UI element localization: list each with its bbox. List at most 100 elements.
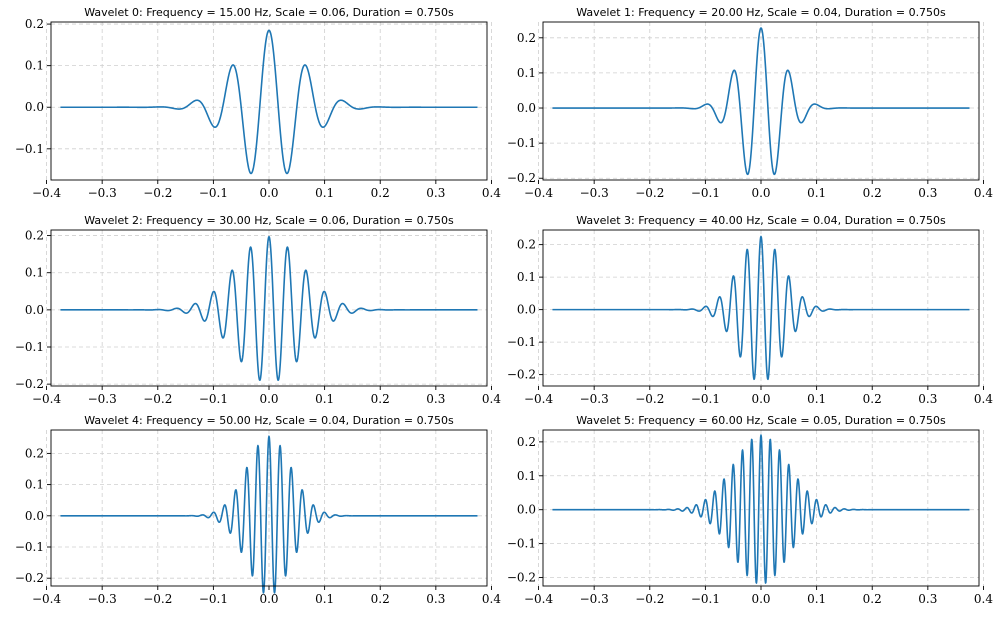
x-tick-label: 0.2 bbox=[863, 392, 882, 406]
y-tick-label: −0.2 bbox=[507, 368, 536, 382]
y-tick-label: 0.0 bbox=[25, 509, 44, 523]
y-tick-label: 0.2 bbox=[517, 31, 536, 45]
x-tick-label: −0.4 bbox=[524, 392, 554, 406]
y-tick-label: 0.2 bbox=[517, 435, 536, 449]
x-tick-label: −0.2 bbox=[635, 392, 664, 406]
y-tick-label: 0.1 bbox=[25, 266, 44, 280]
y-tick-label: −0.2 bbox=[507, 571, 536, 585]
y-tick-label: −0.1 bbox=[507, 537, 536, 551]
y-tick-label: 0.0 bbox=[25, 303, 44, 317]
wavelet-series-line bbox=[59, 29, 479, 175]
y-tick-label: −0.1 bbox=[507, 335, 536, 349]
x-tick-label: 0.0 bbox=[751, 592, 770, 606]
wavelet-series-line bbox=[551, 434, 971, 584]
subplot-4: −0.4 −0.3 −0.2 −0.1 0.0 0.1 0.2 0.3 0.4 −0.2 −0.1 0… bbox=[15, 414, 501, 606]
x-tick-label: 0.0 bbox=[751, 186, 770, 200]
x-tick-label: 0.0 bbox=[259, 186, 278, 200]
x-tick-label: 0.3 bbox=[918, 186, 937, 200]
y-tick-label: 0.1 bbox=[517, 469, 536, 483]
y-tick-label: 0.0 bbox=[517, 101, 536, 115]
x-tick-label: 0.3 bbox=[918, 392, 937, 406]
x-tick-label: 0.2 bbox=[371, 392, 390, 406]
x-tick-label: −0.4 bbox=[524, 186, 554, 200]
x-tick-label: 0.1 bbox=[807, 392, 826, 406]
y-tick-label: −0.1 bbox=[507, 136, 536, 150]
x-tick-label: −0.4 bbox=[524, 592, 554, 606]
x-tick-label: 0.4 bbox=[482, 592, 501, 606]
subplot-1: −0.4 −0.3 −0.2 −0.1 0.0 0.1 0.2 0.3 0.4 −0.2 −0.1 0… bbox=[507, 6, 993, 200]
x-tick-label: −0.3 bbox=[580, 592, 609, 606]
subplot-title: Wavelet 0: Frequency = 15.00 Hz, Scale =… bbox=[84, 6, 454, 19]
x-tick-label: 0.0 bbox=[751, 392, 770, 406]
x-tick-label: 0.3 bbox=[426, 392, 445, 406]
x-tick-label: −0.2 bbox=[143, 186, 172, 200]
wavelet-series-line bbox=[551, 27, 971, 176]
x-tick-label: 0.4 bbox=[974, 186, 993, 200]
x-tick-label: −0.4 bbox=[32, 186, 62, 200]
x-tick-label: 0.4 bbox=[974, 592, 993, 606]
x-tick-label: −0.1 bbox=[691, 186, 720, 200]
x-tick-label: −0.2 bbox=[143, 392, 172, 406]
x-tick-label: 0.1 bbox=[315, 186, 334, 200]
x-tick-label: 0.4 bbox=[482, 392, 501, 406]
y-tick-label: 0.0 bbox=[517, 303, 536, 317]
subplot-2: −0.4 −0.3 −0.2 −0.1 0.0 0.1 0.2 0.3 0.4 −0.2 −0.1 0… bbox=[15, 214, 501, 406]
subplot-0: −0.4 −0.3 −0.2 −0.1 0.0 0.1 0.2 0.3 0.4 −0.1 0.0 0.… bbox=[15, 6, 501, 200]
x-tick-label: −0.3 bbox=[580, 392, 609, 406]
x-tick-label: 0.0 bbox=[259, 592, 278, 606]
x-tick-label: 0.2 bbox=[863, 592, 882, 606]
x-tick-label: 0.3 bbox=[918, 592, 937, 606]
x-tick-label: 0.0 bbox=[259, 392, 278, 406]
y-tick-label: 0.0 bbox=[25, 100, 44, 114]
subplot-title: Wavelet 1: Frequency = 20.00 Hz, Scale =… bbox=[576, 6, 946, 19]
wavelet-series-line bbox=[59, 435, 479, 594]
x-tick-label: −0.3 bbox=[88, 392, 117, 406]
wavelet-series-line bbox=[551, 235, 971, 381]
y-tick-label: −0.2 bbox=[507, 171, 536, 185]
x-tick-label: −0.1 bbox=[691, 592, 720, 606]
y-tick-label: −0.2 bbox=[15, 571, 44, 585]
y-tick-label: 0.1 bbox=[25, 478, 44, 492]
subplot-title: Wavelet 4: Frequency = 50.00 Hz, Scale =… bbox=[84, 414, 454, 427]
y-tick-label: −0.1 bbox=[15, 142, 44, 156]
y-tick-label: 0.2 bbox=[517, 238, 536, 252]
y-tick-label: 0.2 bbox=[25, 229, 44, 243]
y-tick-label: 0.1 bbox=[25, 59, 44, 73]
x-tick-label: −0.1 bbox=[199, 186, 228, 200]
x-tick-label: 0.2 bbox=[371, 186, 390, 200]
subplot-title: Wavelet 3: Frequency = 40.00 Hz, Scale =… bbox=[576, 214, 946, 227]
x-tick-label: 0.1 bbox=[807, 186, 826, 200]
x-tick-label: −0.1 bbox=[691, 392, 720, 406]
subplot-5: −0.4 −0.3 −0.2 −0.1 0.0 0.1 0.2 0.3 0.4 −0.2 −0.1 0… bbox=[507, 414, 993, 606]
y-tick-label: −0.1 bbox=[15, 540, 44, 554]
x-tick-label: 0.3 bbox=[426, 592, 445, 606]
x-tick-label: −0.3 bbox=[580, 186, 609, 200]
x-tick-label: 0.1 bbox=[807, 592, 826, 606]
x-tick-label: −0.4 bbox=[32, 392, 62, 406]
y-tick-label: −0.1 bbox=[15, 340, 44, 354]
x-tick-label: 0.2 bbox=[371, 592, 390, 606]
x-tick-label: 0.2 bbox=[863, 186, 882, 200]
x-tick-label: −0.3 bbox=[88, 186, 117, 200]
x-tick-label: −0.2 bbox=[143, 592, 172, 606]
x-tick-label: 0.3 bbox=[426, 186, 445, 200]
x-tick-label: −0.1 bbox=[199, 392, 228, 406]
subplot-title: Wavelet 5: Frequency = 60.00 Hz, Scale =… bbox=[576, 414, 946, 427]
x-tick-label: −0.2 bbox=[635, 592, 664, 606]
x-tick-label: 0.4 bbox=[974, 392, 993, 406]
subplot-title: Wavelet 2: Frequency = 30.00 Hz, Scale =… bbox=[84, 214, 454, 227]
wavelet-series-line bbox=[59, 235, 479, 381]
x-tick-label: −0.3 bbox=[88, 592, 117, 606]
y-tick-label: 0.2 bbox=[25, 17, 44, 31]
subplot-3: −0.4 −0.3 −0.2 −0.1 0.0 0.1 0.2 0.3 0.4 −0.2 −0.1 0… bbox=[507, 214, 993, 406]
y-tick-label: −0.2 bbox=[15, 377, 44, 391]
x-tick-label: 0.1 bbox=[315, 392, 334, 406]
y-tick-label: 0.1 bbox=[517, 270, 536, 284]
x-tick-label: −0.1 bbox=[199, 592, 228, 606]
y-tick-label: 0.1 bbox=[517, 66, 536, 80]
y-tick-label: 0.0 bbox=[517, 503, 536, 517]
x-tick-label: −0.2 bbox=[635, 186, 664, 200]
x-tick-label: 0.4 bbox=[482, 186, 501, 200]
y-tick-label: 0.2 bbox=[25, 446, 44, 460]
